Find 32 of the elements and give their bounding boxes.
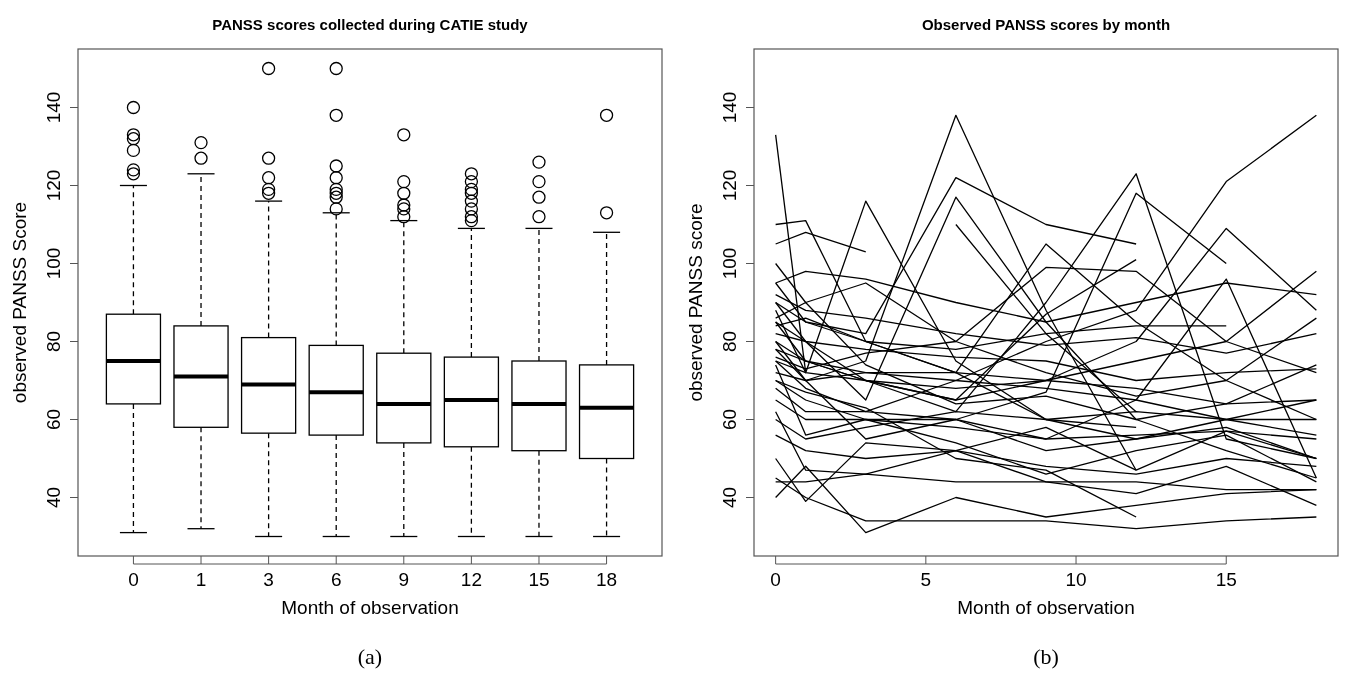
y-axis-title: observed PANSS score bbox=[685, 203, 706, 402]
x-axis-title: Month of observation bbox=[281, 597, 459, 618]
x-tick-label: 1 bbox=[195, 569, 207, 590]
y-tick-label: 80 bbox=[719, 330, 740, 353]
y-tick-label: 80 bbox=[43, 330, 64, 353]
y-tick-label: 40 bbox=[719, 486, 740, 509]
x-tick-label: 18 bbox=[596, 569, 618, 590]
x-tick-label: 15 bbox=[528, 569, 550, 590]
y-tick-label: 60 bbox=[719, 408, 740, 431]
text: (a) bbox=[357, 644, 383, 669]
y-tick-label: 100 bbox=[719, 247, 740, 280]
x-tick-label: 6 bbox=[330, 569, 342, 590]
x-tick-label: 0 bbox=[128, 569, 139, 590]
x-tick-label: 10 bbox=[1065, 569, 1087, 590]
chart-title: PANSS scores collected during CATIE study bbox=[212, 16, 529, 33]
y-tick-label: 100 bbox=[43, 247, 64, 280]
x-tick-label: 5 bbox=[920, 569, 932, 590]
y-tick-label: 60 bbox=[43, 408, 64, 431]
x-tick-label: 0 bbox=[770, 569, 781, 590]
y-axis-title: observed PANSS Score bbox=[9, 201, 30, 404]
text: (b) bbox=[1033, 644, 1059, 669]
chart-title: Observed PANSS scores by month bbox=[921, 16, 1171, 33]
x-axis-title: Month of observation bbox=[957, 597, 1135, 618]
x-tick-label: 12 bbox=[460, 569, 482, 590]
x-tick-label: 3 bbox=[263, 569, 274, 590]
x-tick-label: 15 bbox=[1215, 569, 1237, 590]
y-tick-label: 140 bbox=[719, 91, 740, 124]
x-tick-label: 9 bbox=[398, 569, 410, 590]
y-tick-label: 40 bbox=[43, 486, 64, 509]
y-tick-label: 120 bbox=[719, 169, 740, 202]
y-tick-label: 140 bbox=[43, 91, 64, 124]
y-tick-label: 120 bbox=[43, 169, 64, 202]
